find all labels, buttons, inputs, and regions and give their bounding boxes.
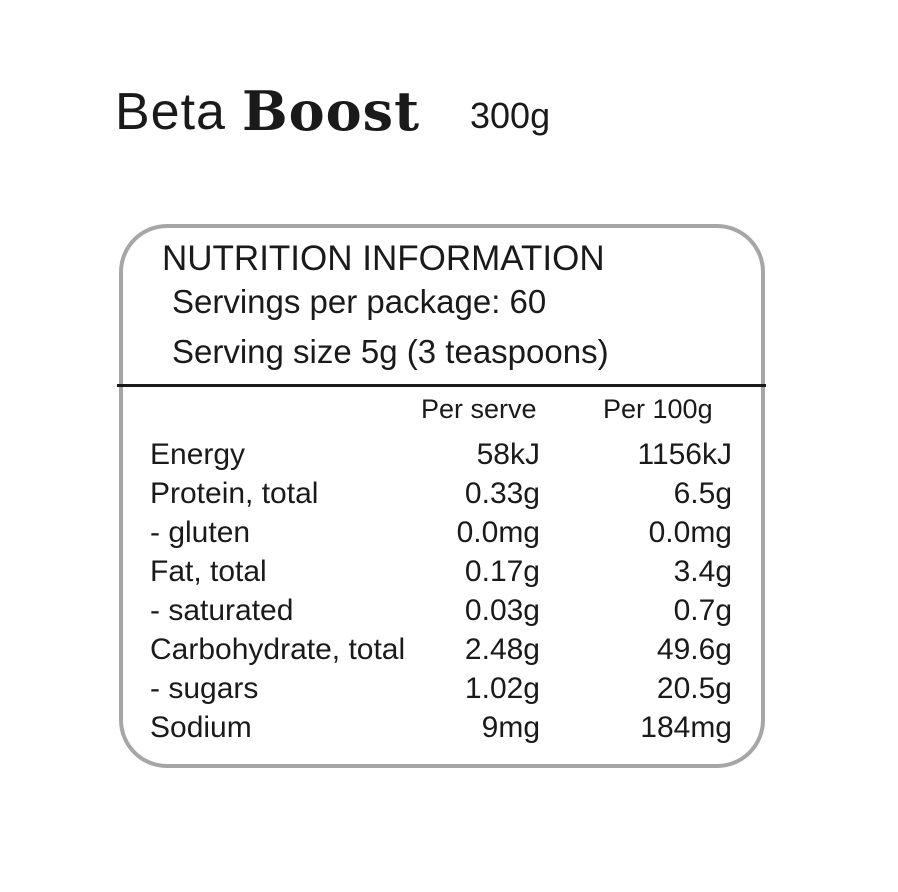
nutrient-per-100g: 3.4g (673, 555, 732, 588)
nutrient-row-fat: Fat, total 0.17g 3.4g (0, 555, 898, 589)
nutrition-panel (119, 224, 765, 768)
nutrient-per-serve: 9mg (481, 711, 540, 744)
column-header-per-serve: Per serve (421, 394, 537, 424)
nutrient-per-serve: 2.48g (464, 633, 540, 666)
nutrient-label: Energy (150, 438, 246, 471)
nutrient-label: - saturated (150, 594, 294, 627)
nutrition-title: NUTRITION INFORMATION (162, 239, 605, 278)
column-header-per-100g: Per 100g (603, 394, 713, 424)
nutrient-per-100g: 20.5g (656, 672, 732, 705)
nutrient-row-energy: Energy 58kJ 1156kJ (0, 438, 898, 472)
nutrient-per-serve: 0.17g (464, 555, 540, 588)
servings-per-package: Servings per package: 60 (172, 283, 547, 320)
brand-name-light: Beta (115, 83, 226, 141)
nutrient-per-100g: 0.7g (673, 594, 732, 627)
nutrient-label: Fat, total (150, 555, 267, 588)
nutrient-label: - sugars (150, 672, 259, 705)
nutrient-per-serve: 0.03g (464, 594, 540, 627)
product-weight: 300g (470, 95, 551, 136)
nutrient-row-sugars: - sugars 1.02g 20.5g (0, 672, 898, 706)
nutrient-label: Sodium (150, 711, 252, 744)
nutrient-per-100g: 184mg (640, 711, 732, 744)
nutrient-row-protein: Protein, total 0.33g 6.5g (0, 477, 898, 511)
nutrient-row-saturated: - saturated 0.03g 0.7g (0, 594, 898, 628)
nutrient-per-100g: 6.5g (673, 477, 732, 510)
serving-size: Serving size 5g (3 teaspoons) (172, 333, 609, 370)
nutrient-per-serve: 58kJ (476, 438, 540, 471)
nutrient-per-serve: 0.0mg (456, 516, 540, 549)
nutrient-per-serve: 0.33g (464, 477, 540, 510)
nutrient-row-gluten: - gluten 0.0mg 0.0mg (0, 516, 898, 550)
nutrient-per-100g: 1156kJ (637, 438, 732, 471)
header-divider (117, 384, 766, 387)
nutrient-row-sodium: Sodium 9mg 184mg (0, 711, 898, 745)
brand-name-bold: Boost (242, 79, 421, 143)
nutrient-per-serve: 1.02g (464, 672, 540, 705)
nutrient-row-carbohydrate: Carbohydrate, total 2.48g 49.6g (0, 633, 898, 667)
nutrient-label: Protein, total (150, 477, 319, 510)
nutrient-label: - gluten (150, 516, 251, 549)
nutrient-per-100g: 0.0mg (648, 516, 732, 549)
nutrient-label: Carbohydrate, total (150, 633, 406, 666)
nutrient-per-100g: 49.6g (656, 633, 732, 666)
